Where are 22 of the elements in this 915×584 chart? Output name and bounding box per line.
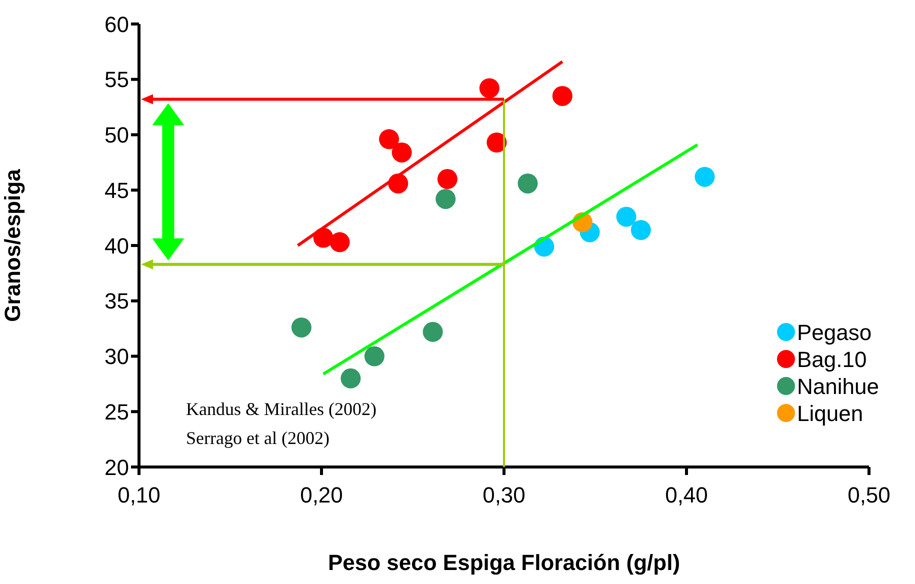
y-tick-label: 35 [104,288,129,314]
x-tick-label: 0,30 [482,482,526,508]
legend-label: Nanihue [797,374,879,399]
x-tick-label: 0,40 [665,482,708,508]
y-tick-label: 60 [104,12,129,37]
annotation: Kandus & Miralles (2002) [186,399,376,419]
x-tick-label: 0,50 [848,482,890,508]
y-axis-title: Granos/espiga [0,168,25,322]
x-tick-label: 0,20 [300,482,343,508]
legend-label: Pegaso [797,320,872,345]
annotation: Serrago et al (2002) [186,428,330,448]
legend-label: Liquen [797,401,864,426]
x-tick-label: 0,10 [118,482,160,508]
y-tick-label: 20 [104,454,129,480]
legend-label: Bag.10 [797,347,867,372]
x-axis-title: Peso seco Espiga Floración (g/pl) [328,550,680,575]
y-tick-label: 55 [104,67,129,92]
y-tick-label: 50 [104,122,129,148]
y-tick-label: 45 [104,178,129,203]
y-tick-label: 25 [104,399,129,424]
y-tick-label: 40 [104,233,129,258]
y-tick-label: 30 [104,344,129,370]
